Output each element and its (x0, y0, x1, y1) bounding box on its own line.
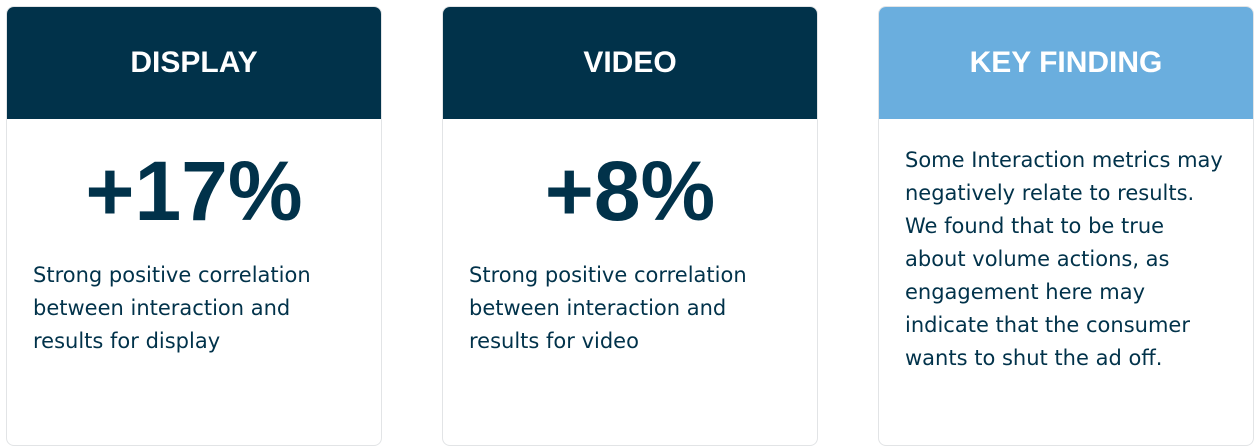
card-text: Strong positive correlation between inte… (469, 263, 747, 353)
card-stat: +17% (85, 144, 303, 238)
card: VIDEO +8% Strong positive correlation be… (442, 6, 818, 446)
card-title: DISPLAY (7, 7, 381, 119)
card-stat: +8% (544, 144, 716, 238)
card-title: VIDEO (443, 7, 817, 119)
card: KEY FINDING Some Interaction metrics may… (878, 6, 1254, 446)
page: DISPLAY +17% Strong positive correlation… (6, 6, 1254, 446)
card-text: Some Interaction metrics may negatively … (905, 148, 1223, 370)
card: DISPLAY +17% Strong positive correlation… (6, 6, 382, 446)
card-title: KEY FINDING (879, 7, 1253, 119)
card-text: Strong positive correlation between inte… (33, 263, 311, 353)
